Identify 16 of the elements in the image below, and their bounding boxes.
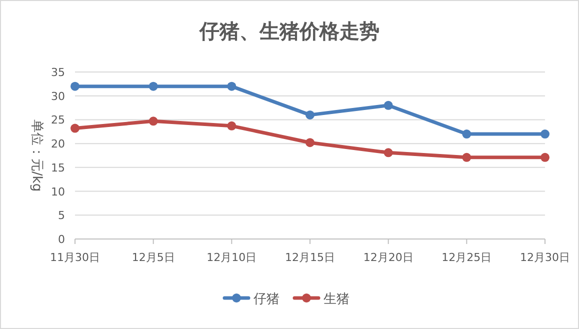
point [227,82,236,91]
point [462,152,472,162]
point [306,138,314,148]
point [540,152,550,162]
point [384,148,393,158]
point [540,130,550,139]
point [462,130,472,139]
point [148,82,158,91]
title: 仔猪、生猪价格走势 [200,19,380,43]
point [70,124,80,133]
point [70,82,80,91]
point [384,100,393,110]
point [227,121,236,130]
point [148,116,158,126]
ylabel: 单位：元/kg [29,119,44,192]
point [306,110,314,120]
